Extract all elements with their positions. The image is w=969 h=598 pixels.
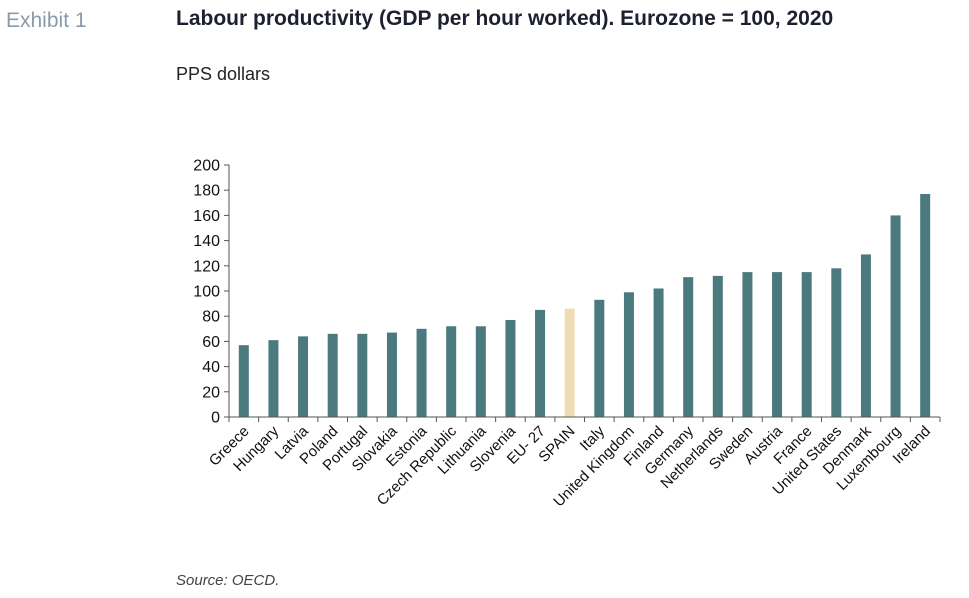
y-tick-label: 160 [193,208,220,225]
y-tick-label: 20 [202,384,220,401]
bar-austria [772,272,783,417]
y-tick-label: 0 [211,410,220,427]
bar-chart: 0 20 40 60 80 100 120 140 160 180 200 GreeceHungar… [193,158,941,510]
bar-finland [653,288,664,417]
bar-eu-27 [535,309,546,417]
y-tick-label: 180 [193,183,220,200]
source-note: Source: OECD. [176,572,280,589]
bar-united-states [831,268,842,417]
bar-slovakia [386,332,397,417]
bar-spain [564,308,575,417]
bar-poland [327,333,338,417]
bar-slovenia [505,319,516,417]
bar-czech-republic [446,326,457,417]
bar-lithuania [475,326,486,417]
y-tick-label: 120 [193,258,220,275]
y-tick-label: 80 [202,309,220,326]
y-tick-label: 140 [193,233,220,250]
exhibit-label: Exhibit 1 [6,9,87,32]
bar-portugal [357,333,368,417]
bar-denmark [860,254,871,417]
bar-germany [683,277,694,417]
bar-greece [238,345,249,417]
bar-netherlands [712,275,723,417]
bar-sweden [742,272,753,417]
bar-luxembourg [890,215,901,417]
chart-title: Labour productivity (GDP per hour worked… [176,7,834,30]
bar-hungary [268,340,279,417]
bar-united-kingdom [623,292,634,417]
y-axis: 0 20 40 60 80 100 120 140 160 180 200 [193,158,230,427]
bars [238,193,931,417]
unit-label: PPS dollars [176,64,271,84]
x-axis: GreeceHungaryLatviaPolandPortugalSlovaki… [206,416,941,510]
bar-estonia [416,328,427,417]
bar-ireland [920,193,931,417]
y-tick-label: 40 [202,359,220,376]
y-tick-label: 200 [193,158,220,175]
bar-france [801,272,812,417]
y-tick-label: 60 [202,334,220,351]
y-tick-label: 100 [193,284,220,301]
bar-latvia [298,336,309,417]
bar-italy [594,299,605,417]
